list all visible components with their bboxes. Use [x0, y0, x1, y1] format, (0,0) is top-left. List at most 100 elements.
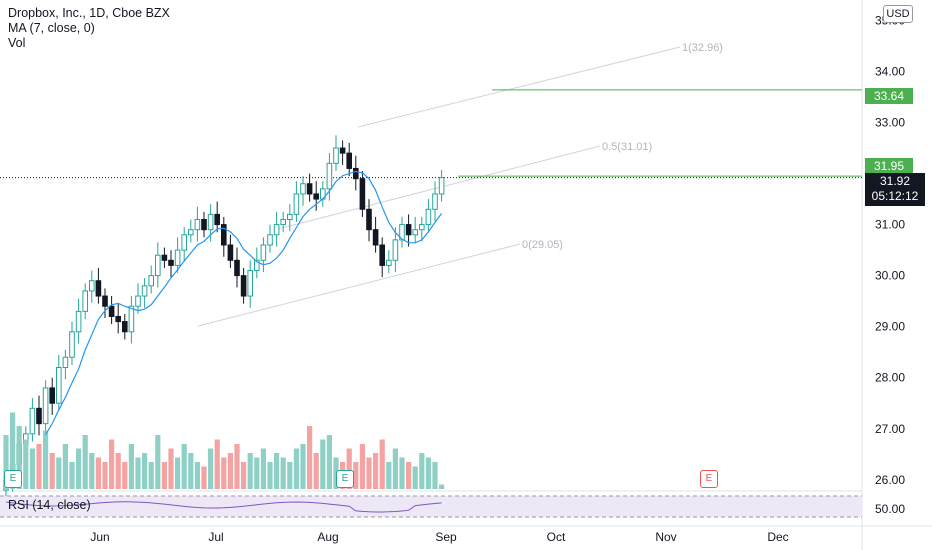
volume-bar — [293, 448, 299, 489]
candle — [69, 331, 75, 358]
candle — [75, 310, 82, 333]
candle — [62, 356, 69, 368]
time-tick-label: Nov — [655, 530, 676, 544]
volume-bar — [254, 457, 260, 489]
volume-bar — [102, 462, 108, 489]
candle — [108, 305, 115, 317]
candle — [419, 224, 425, 231]
volume-bar — [62, 444, 68, 489]
volume-bar — [142, 453, 148, 489]
volume-bar — [241, 462, 247, 489]
candle — [247, 270, 253, 297]
rsi-band — [0, 496, 862, 517]
candle — [399, 224, 405, 241]
candle — [128, 305, 135, 333]
volume-bar — [234, 444, 240, 489]
price-tick-label: 26.00 — [875, 473, 905, 487]
candle — [326, 162, 333, 190]
candle — [386, 259, 392, 266]
symbol-title[interactable]: Dropbox, Inc., 1D, Cboe BZX — [8, 6, 170, 20]
volume-bar — [300, 444, 306, 489]
price-tick-label: 28.00 — [875, 371, 905, 385]
candle — [359, 178, 366, 210]
candle — [168, 259, 174, 266]
volume-bar — [221, 457, 227, 489]
candle — [89, 280, 95, 292]
candle — [194, 218, 201, 231]
time-tick-label: Jul — [208, 530, 223, 544]
earnings-badge-upcoming[interactable]: E — [700, 470, 718, 488]
candle — [174, 249, 181, 266]
fib-label-bottom: 0(29.05) — [522, 239, 563, 251]
volume-bar — [82, 435, 88, 489]
candle — [207, 213, 214, 231]
candle — [254, 259, 260, 272]
candle — [306, 183, 313, 195]
volume-indicator-label[interactable]: Vol — [8, 36, 26, 50]
candle — [260, 244, 267, 261]
price-tick-label: 34.00 — [875, 64, 905, 78]
candle — [412, 229, 418, 236]
candle — [432, 193, 438, 210]
candle — [366, 208, 372, 231]
volume-bar — [56, 457, 62, 489]
earnings-badge[interactable]: E — [336, 470, 354, 488]
volume-bar — [122, 462, 128, 489]
rsi-indicator-label[interactable]: RSI (14, close) — [8, 498, 91, 512]
candle — [221, 224, 227, 246]
candle — [234, 259, 240, 277]
volume-bar — [373, 453, 379, 489]
candle — [148, 275, 154, 287]
candle — [188, 229, 194, 236]
volume-bar — [227, 453, 233, 489]
candle — [29, 407, 36, 435]
candle — [339, 147, 346, 154]
volume-bar — [43, 430, 49, 489]
candle — [181, 234, 187, 251]
last-price-value: 31.92 — [879, 174, 911, 188]
candle — [201, 218, 207, 231]
volume-bar — [439, 484, 445, 489]
volume-bar — [49, 453, 55, 489]
volume-bar — [280, 457, 286, 489]
volume-bar — [10, 412, 16, 489]
candle — [372, 229, 379, 246]
volume-bar — [379, 439, 385, 489]
volume-bar — [247, 453, 253, 489]
volume-bar — [76, 448, 82, 489]
volume-bar — [135, 457, 141, 489]
volume-bar — [320, 439, 326, 489]
volume-bar — [412, 466, 418, 489]
mid-price-tag: 31.95 — [865, 158, 913, 174]
time-tick-label: Jun — [90, 530, 109, 544]
volume-bar — [260, 448, 266, 489]
volume-bar — [109, 439, 115, 489]
volume-bar — [89, 453, 95, 489]
volume-bar — [326, 435, 332, 489]
candle — [379, 244, 385, 266]
candle — [280, 218, 286, 226]
volume-bar — [432, 462, 438, 489]
candle — [95, 280, 102, 297]
price-tick-label: 27.00 — [875, 422, 905, 436]
candle — [135, 295, 141, 307]
candle — [353, 167, 359, 180]
volume-bar — [181, 444, 187, 489]
fib-line-bottom — [197, 243, 521, 327]
volume-bar — [115, 453, 121, 489]
candle — [56, 367, 62, 404]
candle — [392, 239, 399, 261]
volume-bar — [386, 462, 392, 489]
time-tick-label: Sep — [435, 530, 457, 544]
price-tick-label: 29.00 — [875, 320, 905, 334]
volume-bar — [392, 448, 398, 489]
currency-button[interactable]: USD — [883, 5, 913, 23]
earnings-badge[interactable]: E — [4, 470, 22, 488]
volume-bar — [29, 448, 35, 489]
volume-bar — [16, 426, 22, 489]
ma-indicator-label[interactable]: MA (7, close, 0) — [8, 21, 95, 35]
volume-bar — [313, 453, 319, 489]
volume-bar — [274, 453, 280, 489]
chart-legend: Dropbox, Inc., 1D, Cboe BZX MA (7, close… — [8, 6, 170, 51]
